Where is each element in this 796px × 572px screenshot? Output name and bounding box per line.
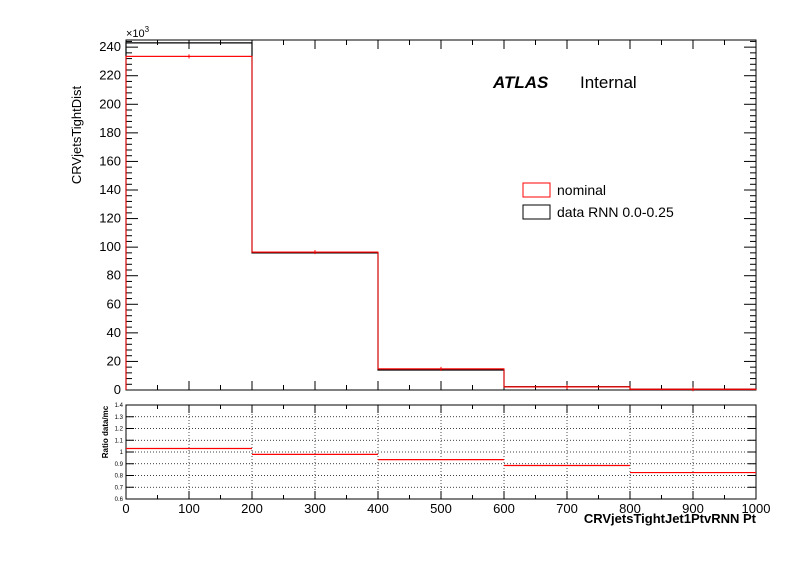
ratio-y-tick-label: 1.4 — [115, 403, 124, 409]
main-y-tick-label: 0 — [114, 382, 121, 397]
x-tick-label: 600 — [493, 501, 515, 516]
ratio-panel: 0.6 0.7 0.8 0.9 1 1.1 1.2 1.3 1.4 0 100 200 300 400 50… — [101, 403, 770, 526]
ratio-ticks: 0.6 0.7 0.8 0.9 1 1.1 1.2 1.3 1.4 0 100 200 300 400 50… — [115, 403, 771, 516]
main-y-tick-label: 40 — [107, 325, 121, 340]
main-y-tick-label: 220 — [99, 68, 121, 83]
ratio-series — [126, 447, 756, 474]
main-y-tick-label: 60 — [107, 296, 121, 311]
main-y-tick-label: 200 — [99, 96, 121, 111]
x-tick-label: 200 — [241, 501, 263, 516]
ratio-y-tick-label: 1 — [120, 450, 124, 456]
x-tick-label: 900 — [682, 501, 704, 516]
main-y-tick-label: 240 — [99, 39, 121, 54]
legend: nominal data RNN 0.0-0.25 — [522, 182, 674, 220]
ratio-grid — [126, 405, 756, 499]
legend-swatch-data — [522, 204, 551, 220]
main-y-tick-label: 140 — [99, 182, 121, 197]
main-y-axis-title: CRVjetsTightDist — [69, 85, 84, 184]
ratio-y-tick-label: 0.7 — [115, 485, 124, 491]
ratio-y-tick-label: 0.6 — [115, 497, 124, 503]
legend-label-nominal: nominal — [557, 182, 606, 198]
x-tick-label: 700 — [556, 501, 578, 516]
ratio-y-tick-label: 1.2 — [115, 427, 124, 433]
y-multiplier-label: ×103 — [126, 25, 150, 40]
legend-label-data: data RNN 0.0-0.25 — [557, 204, 674, 220]
x-tick-label: 500 — [430, 501, 452, 516]
x-tick-label: 300 — [304, 501, 326, 516]
ratio-y-axis-title: Ratio data/mc — [101, 405, 110, 458]
main-series — [125, 42, 757, 392]
ratio-y-tick-label: 0.8 — [115, 474, 124, 480]
x-tick-label: 100 — [178, 501, 200, 516]
x-tick-label: 800 — [619, 501, 641, 516]
ratio-y-tick-label: 1.3 — [115, 415, 124, 421]
main-y-tick-label: 160 — [99, 153, 121, 168]
x-tick-label: 400 — [367, 501, 389, 516]
main-y-tick-label: 20 — [107, 353, 121, 368]
atlas-label: ATLAS — [492, 73, 549, 92]
internal-label: Internal — [580, 73, 637, 92]
main-y-tick-label: 80 — [107, 268, 121, 283]
ratio-y-tick-label: 0.9 — [115, 462, 124, 468]
main-y-tick-label: 120 — [99, 211, 121, 226]
main-panel: 0 20 40 60 80 100 120 140 160 180 200 220 240 CRVjet… — [69, 25, 757, 397]
main-y-tick-label: 100 — [99, 239, 121, 254]
ratio-y-tick-label: 1.1 — [115, 438, 124, 444]
x-tick-label: 1000 — [742, 501, 771, 516]
x-tick-label: 0 — [122, 501, 129, 516]
legend-swatch-nominal — [522, 182, 551, 198]
main-ticks: 0 20 40 60 80 100 120 140 160 180 200 220 240 — [99, 39, 757, 397]
main-y-tick-label: 180 — [99, 125, 121, 140]
x-axis-title: CRVjetsTightJet1PtvRNN Pt — [584, 511, 757, 526]
